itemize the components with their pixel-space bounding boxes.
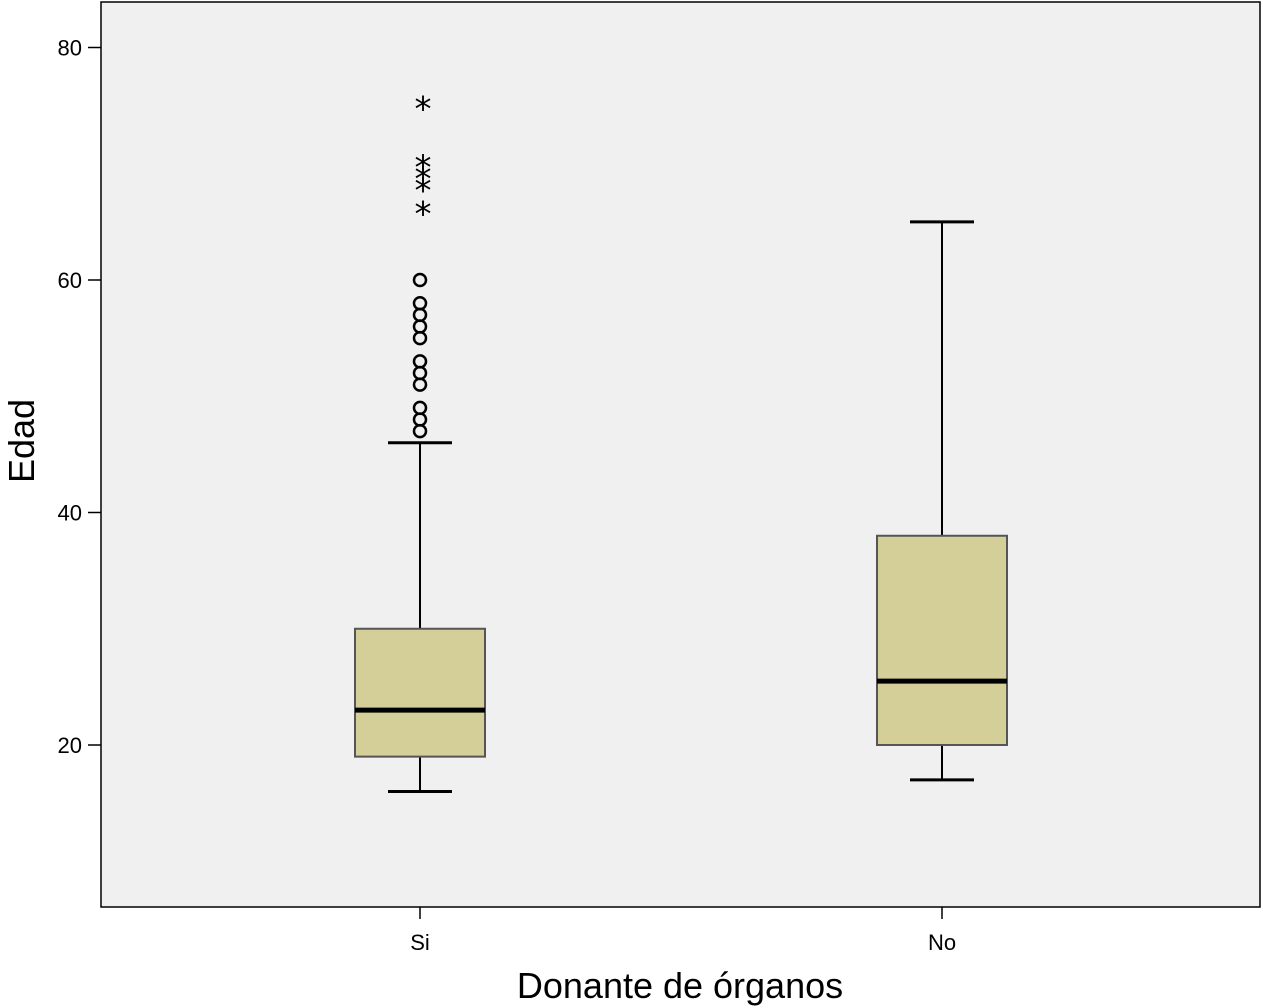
x-tick-label: Si — [410, 930, 430, 955]
y-tick-label: 20 — [58, 733, 82, 758]
y-tick-label: 60 — [58, 268, 82, 293]
plot-area — [100, 1, 1261, 908]
y-axis-title: Edad — [1, 399, 42, 483]
box-group-no — [876, 220, 1008, 782]
outlier-point — [412, 272, 428, 288]
y-axis: 20 40 60 80 — [58, 36, 101, 758]
x-axis-title: Donante de órganos — [517, 965, 843, 1006]
extreme-point: * — [415, 171, 432, 211]
y-tick-label: 40 — [58, 501, 82, 526]
extreme-point: * — [415, 148, 432, 188]
outlier-point — [412, 354, 428, 369]
iqr-box — [354, 627, 486, 758]
extreme-point: * — [415, 159, 432, 199]
x-tick-label: No — [928, 930, 956, 955]
y-tick-label: 80 — [58, 36, 82, 61]
iqr-box — [876, 534, 1008, 746]
extreme-point: * — [415, 194, 432, 234]
x-axis: Si No — [410, 907, 956, 955]
chart-marks: ***** — [354, 90, 1008, 793]
outlier-point — [412, 296, 428, 311]
extreme-point: * — [415, 90, 432, 130]
outlier-point — [412, 400, 428, 416]
box-group-si: ***** — [354, 90, 486, 793]
